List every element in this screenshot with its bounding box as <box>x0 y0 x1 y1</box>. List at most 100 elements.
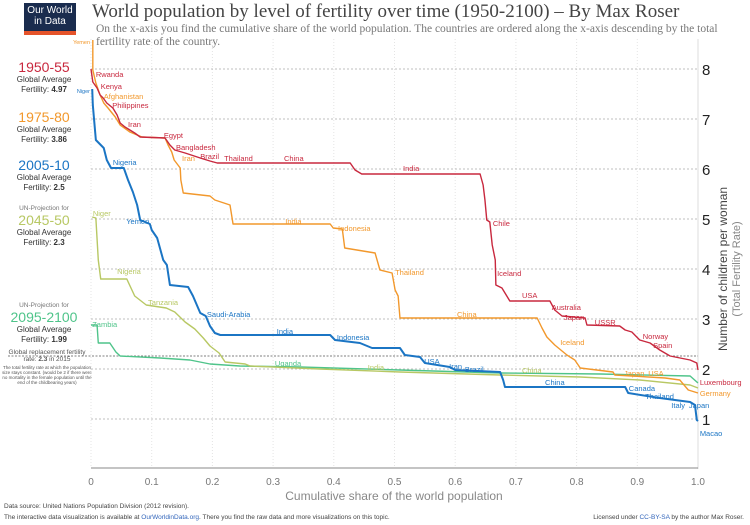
country-label: Zambia <box>92 320 118 329</box>
country-label: Spain <box>653 341 672 350</box>
legend-fertility: Fertility: 2.3 <box>0 238 88 248</box>
country-label: Italy <box>671 401 685 410</box>
owid-link[interactable]: OurWorldinData.org <box>141 514 199 521</box>
country-label: Iceland <box>497 269 521 278</box>
series-line-2045-50 <box>92 216 699 389</box>
x-tick-label: 0 <box>88 477 94 488</box>
fertility-label: Fertility: <box>23 183 54 192</box>
series-2045-50: Niger Nigeria Tanzania India China <box>92 209 699 389</box>
owid-logo[interactable]: Our World in Data <box>24 3 76 35</box>
series-line-1975-80 <box>92 40 699 394</box>
fertility-label: Fertility: <box>23 238 54 247</box>
fertility-label: Fertility: <box>21 135 52 144</box>
country-label: USSR <box>595 318 616 327</box>
country-label: Niger <box>77 89 90 95</box>
logo-line1: Our World <box>27 5 73 16</box>
country-label: Nigeria <box>117 267 142 276</box>
series-line-1950-55 <box>90 68 699 371</box>
x-tick-label: 0.9 <box>630 477 644 488</box>
country-label: Indonesia <box>337 333 370 342</box>
replacement-line1: Global replacement fertility <box>8 349 86 356</box>
country-label: Australia <box>552 303 582 312</box>
country-label: Kenya <box>101 82 123 91</box>
legend-fertility: Fertility: 1.99 <box>0 335 88 345</box>
y-tick-label: 2 <box>702 362 710 379</box>
country-label: Bangladesh <box>176 143 216 152</box>
country-label: Tanzania <box>148 298 179 307</box>
y-tick-label: 4 <box>702 262 710 279</box>
legend-1950-55: 1950-55 Global Average Fertility: 4.97 <box>0 60 88 95</box>
country-label: Niger <box>93 209 111 218</box>
y-tick-label: 6 <box>702 162 710 179</box>
license-note: Licensed under CC-BY-SA by the author Ma… <box>593 514 744 521</box>
license-link[interactable]: CC-BY-SA <box>639 514 670 521</box>
legend-label: Global Average <box>16 228 72 237</box>
legend-2005-10: 2005-10 Global Average Fertility: 2.5 <box>0 158 88 193</box>
country-label: Iceland <box>560 338 584 347</box>
country-label: USA <box>648 369 663 378</box>
country-label: China <box>545 378 565 387</box>
legend-1975-80: 1975-80 Global Average Fertility: 3.86 <box>0 110 88 145</box>
fertility-value: 2.5 <box>53 183 65 192</box>
legend-2045-50: UN-Projection for 2045-50 Global Average Fe… <box>0 205 88 248</box>
x-tick-label: 0.7 <box>509 477 523 488</box>
y-tick-label: 1 <box>702 412 710 429</box>
country-label: Iran <box>449 362 462 371</box>
interactive-text-a: The interactive data visualization is av… <box>4 514 142 521</box>
replacement-suffix: in 2015 <box>47 356 71 363</box>
country-label: Afghanistan <box>104 92 144 101</box>
replacement-rate-note: Global replacement fertility rate: 2.3 i… <box>2 349 92 385</box>
country-label: Thailand <box>395 268 424 277</box>
license-text-a: Licensed under <box>593 514 640 521</box>
x-tick-label: 0.2 <box>205 477 219 488</box>
country-label: Saudi-Arabia <box>207 310 251 319</box>
country-label: China <box>284 154 304 163</box>
country-label: India <box>277 327 294 336</box>
interactive-text-b: . There you find the raw data and more v… <box>198 514 390 521</box>
country-label: Luxembourg <box>700 378 742 387</box>
country-label: China <box>522 366 542 375</box>
fertility-value: 4.97 <box>51 85 67 94</box>
country-label: Brazil <box>465 365 484 374</box>
legend-period: 2005-10 <box>18 157 70 173</box>
replacement-explanation: The total fertility rate at which the po… <box>2 365 92 385</box>
x-tick-label: 0.5 <box>388 477 402 488</box>
country-label: USA <box>424 357 439 366</box>
country-label: Thailand <box>645 392 674 401</box>
country-label: Japan <box>564 313 584 322</box>
x-tick-label: 0.4 <box>327 477 341 488</box>
country-label: USA <box>522 291 537 300</box>
x-tick-label: 0.1 <box>145 477 159 488</box>
country-label: Japan <box>624 369 644 378</box>
country-label: Philippines <box>112 101 149 110</box>
country-label: Macao <box>700 429 723 438</box>
country-label: India <box>403 164 420 173</box>
x-tick-label: 0.3 <box>266 477 280 488</box>
country-label: Brazil <box>200 152 219 161</box>
series-1975-80: Yemen Afghanistan Iran India Indonesia Thaila… <box>73 40 731 398</box>
y-tick-label: 3 <box>702 312 710 329</box>
country-label: India <box>285 217 302 226</box>
y-tick-label: 5 <box>702 212 710 229</box>
legend-period: 1950-55 <box>18 59 70 75</box>
y-axis-label-secondary: (Total Fertility Rate) <box>731 221 743 316</box>
replacement-prefix: rate: <box>23 356 39 363</box>
series-line-2095-2100 <box>91 324 699 384</box>
legend-fertility: Fertility: 2.5 <box>0 183 88 193</box>
country-label: Iran <box>182 154 195 163</box>
country-label: India <box>368 363 385 372</box>
data-source: Data source: United Nations Population D… <box>4 503 189 510</box>
x-axis-label: Cumulative share of the world population <box>285 489 502 503</box>
x-tick-label: 0.6 <box>448 477 462 488</box>
country-label: Norway <box>643 332 669 341</box>
legend-prefix: UN-Projection for <box>19 205 69 212</box>
country-label: Nigeria <box>113 158 138 167</box>
chart-subtitle: On the x-axis you find the cumulative sh… <box>96 23 718 48</box>
fertility-value: 3.86 <box>51 135 67 144</box>
country-label: Canada <box>629 384 656 393</box>
logo-line2: in Data <box>34 16 66 27</box>
legend-period: 2095-2100 <box>10 309 78 325</box>
y-tick-label: 8 <box>702 62 710 79</box>
legend-label: Global Average <box>16 75 72 84</box>
